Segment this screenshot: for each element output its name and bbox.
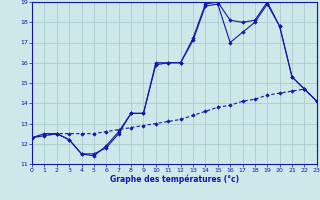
X-axis label: Graphe des températures (°c): Graphe des températures (°c) — [110, 175, 239, 184]
